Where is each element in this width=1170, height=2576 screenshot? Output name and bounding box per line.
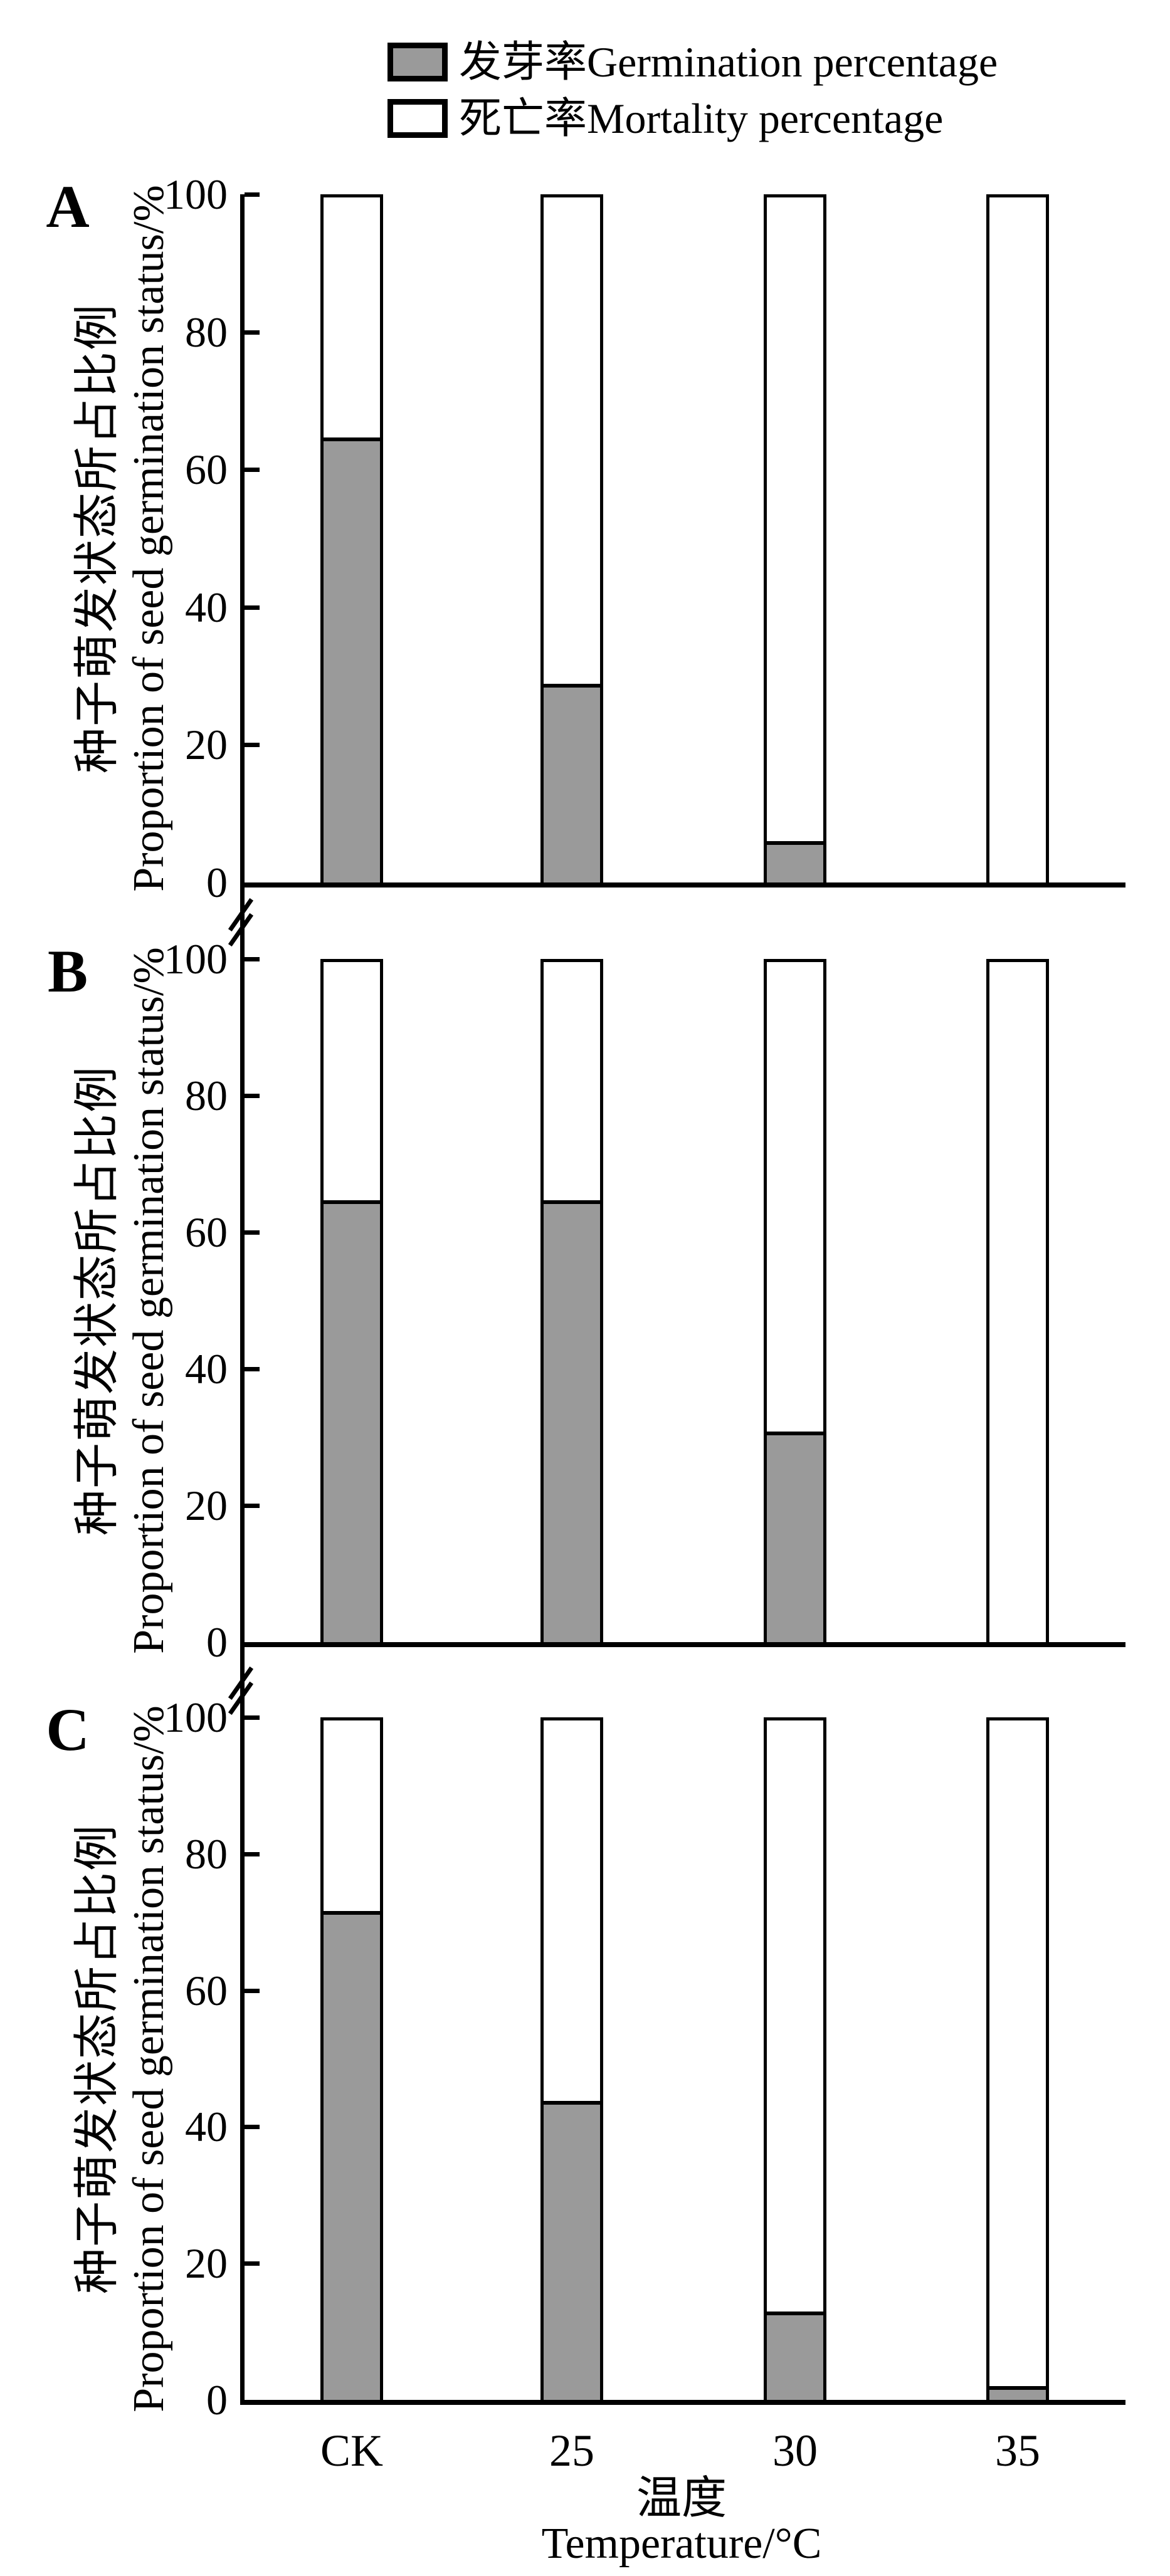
y-tick bbox=[245, 1367, 260, 1371]
germination-segment bbox=[544, 1200, 600, 1642]
bar-30 bbox=[764, 194, 826, 882]
bar-25 bbox=[540, 959, 603, 1642]
y-axis-title-en: Proportion of seed germination status/% bbox=[125, 947, 173, 1654]
y-axis-title: 种子萌发状态所占比例 Proportion of seed germinatio… bbox=[71, 947, 175, 1654]
panel-letter: B bbox=[47, 938, 88, 1005]
y-tick bbox=[245, 330, 260, 335]
bar-ck bbox=[320, 1717, 383, 2400]
y-axis-title-en: Proportion of seed germination status/% bbox=[125, 185, 173, 892]
y-tick-label: 60 bbox=[185, 1208, 228, 1256]
y-tick bbox=[245, 957, 260, 961]
y-tick-label: 0 bbox=[206, 2376, 228, 2424]
y-tick-label: 100 bbox=[164, 935, 228, 983]
x-tick-label-25: 25 bbox=[549, 2426, 594, 2476]
x-tick-label-30: 30 bbox=[772, 2426, 818, 2476]
y-tick bbox=[245, 605, 260, 610]
bar-ck bbox=[320, 959, 383, 1642]
bar-ck bbox=[320, 194, 383, 882]
bar-30 bbox=[764, 1717, 826, 2400]
y-axis-title-cn: 种子萌发状态所占比例 bbox=[71, 1065, 122, 1536]
y-tick-label: 20 bbox=[185, 2239, 228, 2288]
y-tick-label: 60 bbox=[185, 1966, 228, 2014]
y-tick-label: 80 bbox=[185, 1072, 228, 1119]
panel-B: B 种子萌发状态所占比例 Proportion of seed germinat… bbox=[0, 936, 1170, 1665]
germination-segment bbox=[544, 2101, 600, 2400]
x-axis-title-en: Temperature/°C bbox=[541, 2520, 822, 2568]
y-tick bbox=[245, 1851, 260, 1856]
y-tick-label: 80 bbox=[185, 308, 228, 356]
germination-segment bbox=[767, 1431, 823, 1642]
legend: 发芽率Germination percentage 死亡率Mortality p… bbox=[0, 0, 1170, 157]
germination-segment bbox=[324, 1910, 380, 2400]
germination-segment bbox=[324, 437, 380, 882]
germination-segment bbox=[544, 684, 600, 882]
y-axis-title-cn: 种子萌发状态所占比例 bbox=[71, 303, 122, 773]
mortality-swatch-icon bbox=[387, 99, 448, 138]
germination-segment bbox=[767, 2312, 823, 2400]
legend-label: 死亡率Mortality percentage bbox=[459, 95, 944, 142]
y-tick-label: 100 bbox=[164, 1694, 228, 1741]
y-tick-label: 40 bbox=[185, 2103, 228, 2151]
y-tick bbox=[245, 1230, 260, 1235]
y-tick-label: 40 bbox=[185, 1345, 228, 1393]
y-tick bbox=[245, 1988, 260, 1993]
bar-25 bbox=[540, 194, 603, 882]
y-tick-label: 60 bbox=[185, 446, 228, 494]
x-tick-label-ck: CK bbox=[320, 2426, 384, 2476]
germination-segment bbox=[324, 1200, 380, 1642]
bar-35 bbox=[986, 959, 1049, 1642]
y-tick bbox=[245, 2261, 260, 2266]
x-axis-title-cn: 温度 bbox=[636, 2473, 727, 2523]
x-tick-label-35: 35 bbox=[995, 2426, 1040, 2476]
y-tick-label: 20 bbox=[185, 1482, 228, 1529]
y-tick bbox=[245, 468, 260, 473]
y-tick-label: 80 bbox=[185, 1830, 228, 1878]
plot-area bbox=[245, 1715, 1125, 2405]
germination-segment bbox=[989, 2386, 1046, 2400]
panel-letter: A bbox=[46, 173, 90, 240]
y-tick-label: 0 bbox=[206, 859, 228, 906]
bar-30 bbox=[764, 959, 826, 1642]
legend-item-germination: 发芽率Germination percentage bbox=[387, 40, 998, 84]
y-tick bbox=[245, 192, 260, 197]
y-axis-title-cn: 种子萌发状态所占比例 bbox=[71, 1823, 122, 2294]
y-axis-line bbox=[240, 194, 245, 2405]
bar-35 bbox=[986, 1717, 1049, 2400]
y-tick bbox=[245, 743, 260, 748]
y-tick-label: 40 bbox=[185, 583, 228, 631]
y-tick bbox=[245, 1715, 260, 1720]
y-tick bbox=[245, 1504, 260, 1508]
plot-area bbox=[245, 957, 1125, 1647]
legend-label: 发芽率Germination percentage bbox=[459, 38, 998, 86]
germination-swatch-icon bbox=[387, 43, 448, 81]
bar-35 bbox=[986, 194, 1049, 882]
plot-area bbox=[245, 192, 1125, 887]
y-tick bbox=[245, 1094, 260, 1098]
germination-segment bbox=[767, 841, 823, 882]
panel-letter: C bbox=[46, 1696, 90, 1763]
y-tick-label: 100 bbox=[164, 170, 228, 218]
y-tick bbox=[245, 2125, 260, 2130]
bar-25 bbox=[540, 1717, 603, 2400]
y-tick-label: 0 bbox=[206, 1618, 228, 1666]
panel-C: C 种子萌发状态所占比例 Proportion of seed germinat… bbox=[0, 1695, 1170, 2422]
legend-item-mortality: 死亡率Mortality percentage bbox=[387, 97, 943, 140]
panel-A: A 种子萌发状态所占比例 Proportion of seed germinat… bbox=[0, 172, 1170, 905]
y-axis-title: 种子萌发状态所占比例 Proportion of seed germinatio… bbox=[71, 185, 175, 892]
y-axis-title-en: Proportion of seed germination status/% bbox=[125, 1705, 173, 2412]
y-axis-title: 种子萌发状态所占比例 Proportion of seed germinatio… bbox=[71, 1705, 175, 2412]
y-tick-label: 20 bbox=[185, 721, 228, 769]
